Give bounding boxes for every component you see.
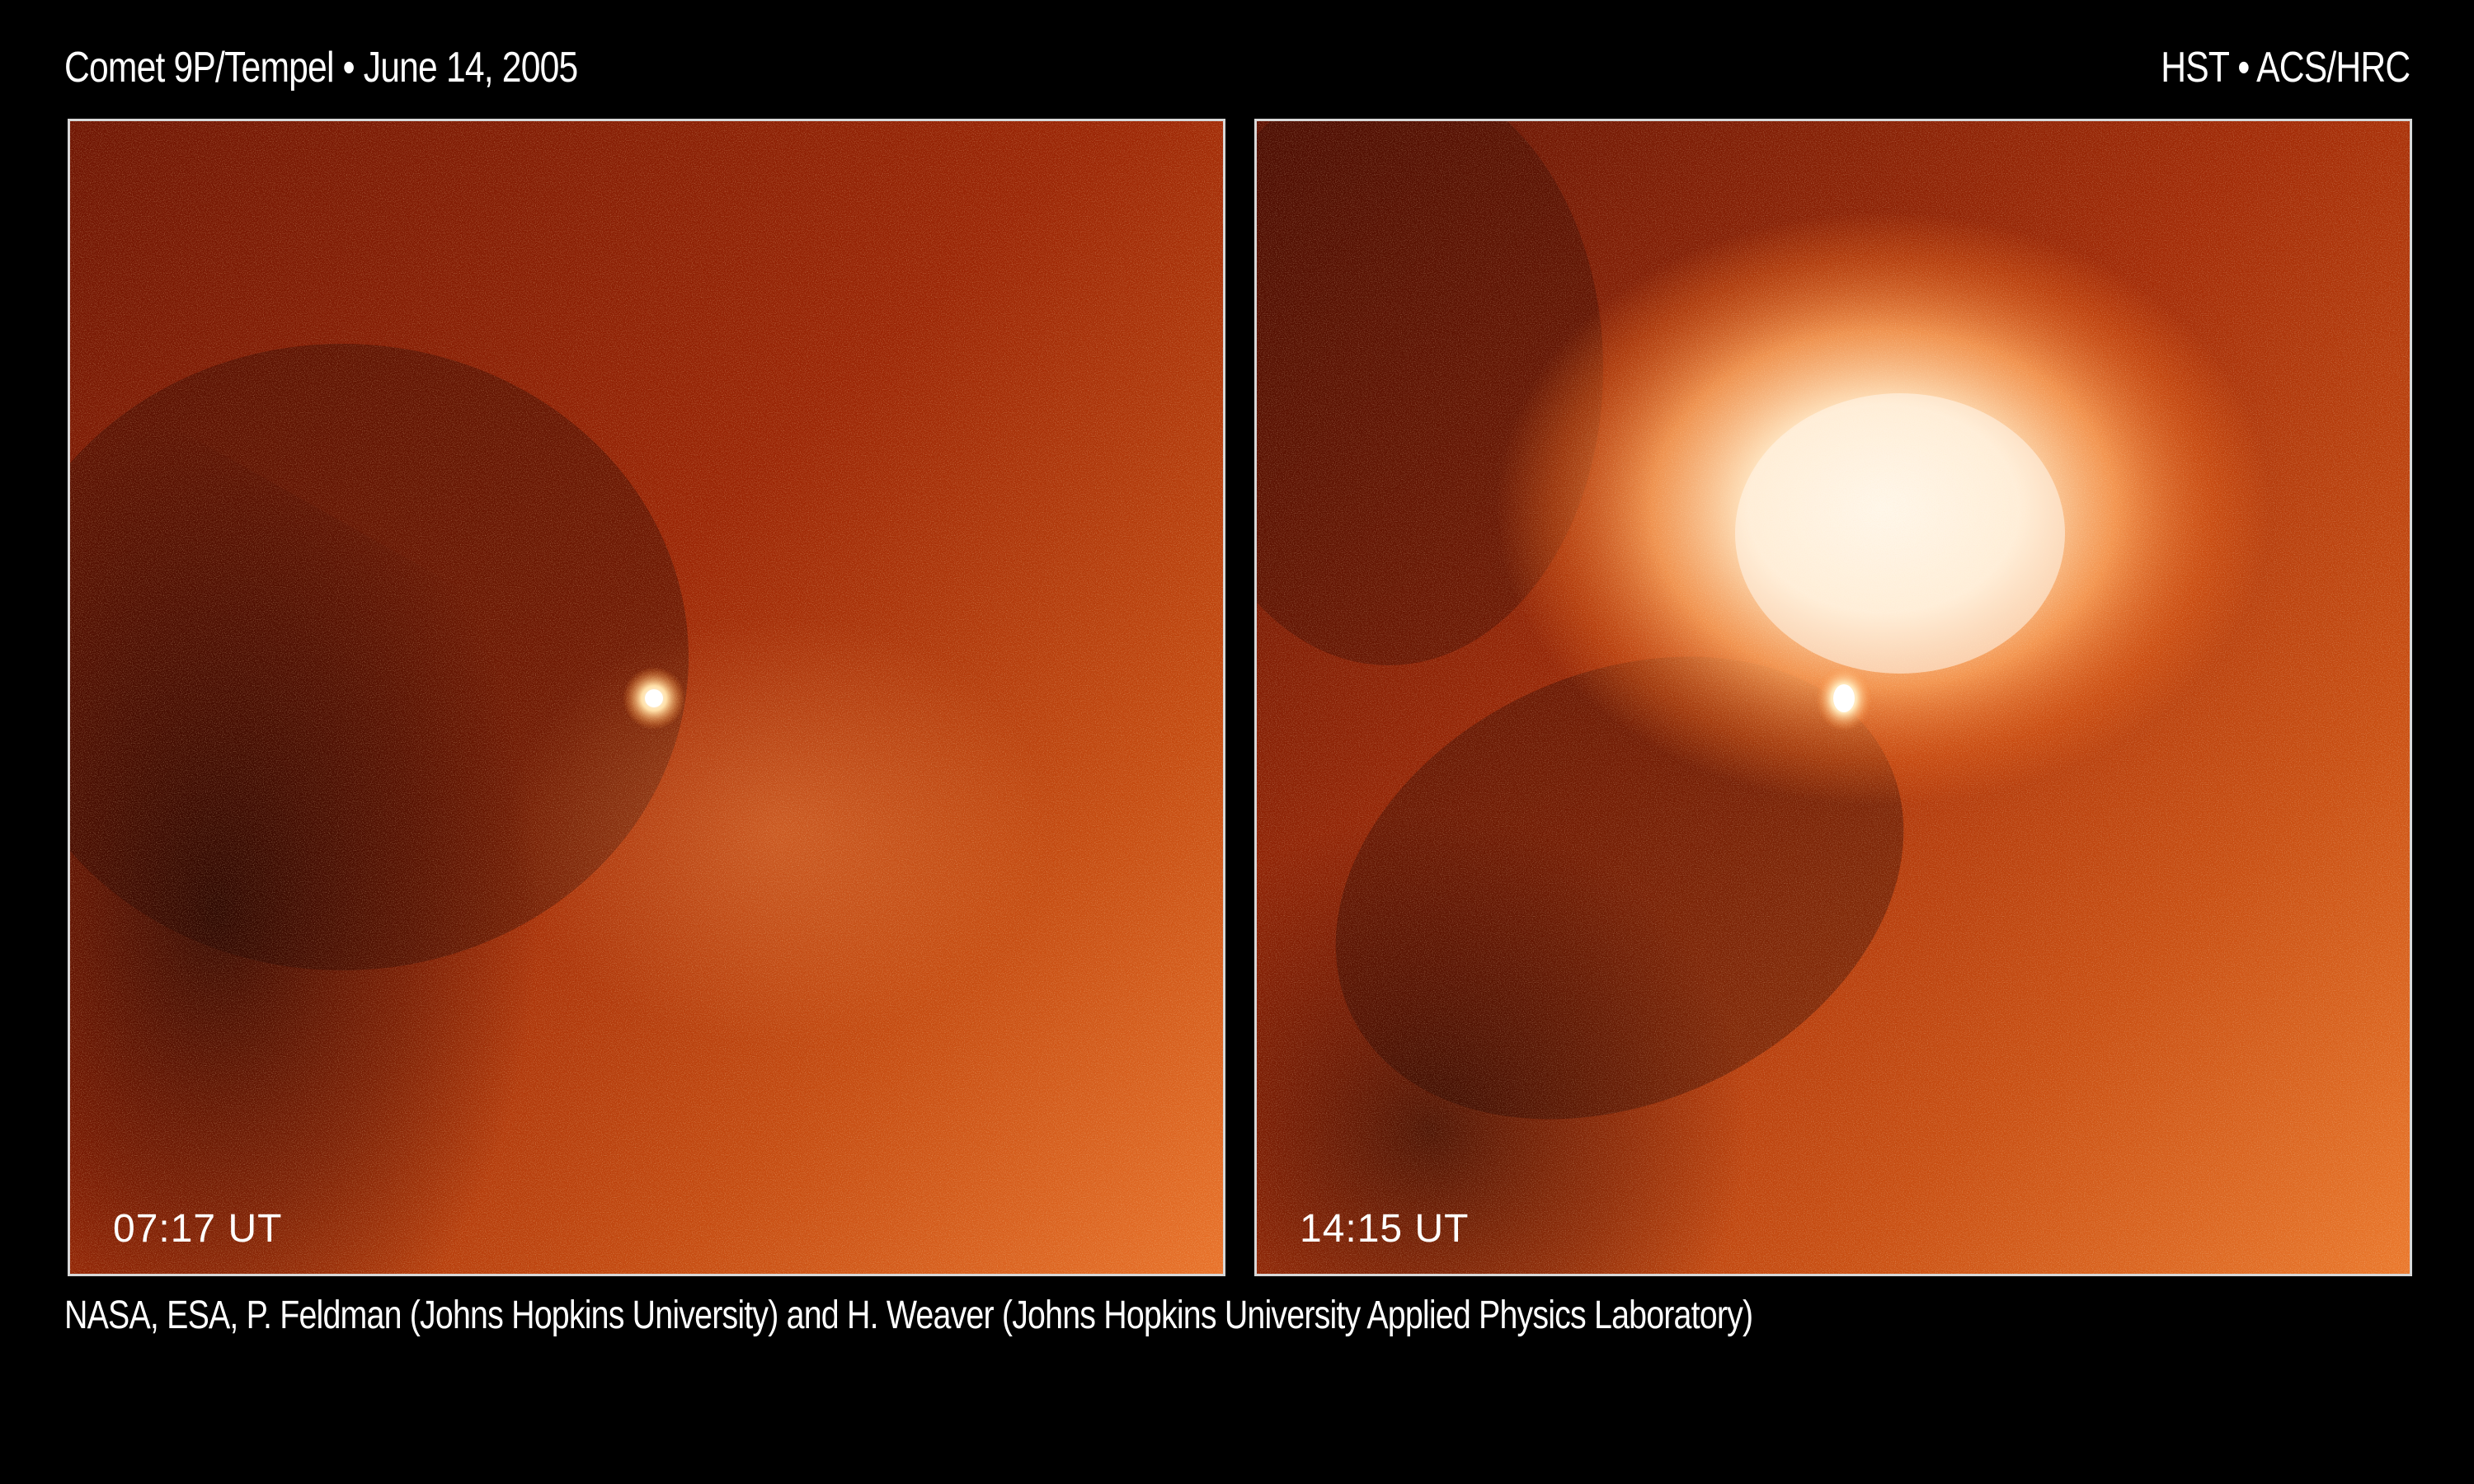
comet-image-1415 (1257, 121, 2410, 1274)
comet-image-panel-0717: 07:17 UT (68, 119, 1225, 1276)
instrument-label: HST • ACS/HRC (2160, 44, 2411, 92)
image-title: Comet 9P/Tempel • June 14, 2005 (64, 44, 578, 92)
comet-image-0717 (70, 121, 1223, 1274)
image-credit: NASA, ESA, P. Feldman (Johns Hopkins Uni… (64, 1294, 1753, 1337)
comet-image-panel-1415: 14:15 UT (1254, 119, 2412, 1276)
comet-nucleus (645, 689, 663, 707)
observation-time-label: 07:17 UT (113, 1207, 283, 1251)
comet-nucleus (1833, 684, 1855, 712)
observation-time-label: 14:15 UT (1300, 1207, 1470, 1251)
